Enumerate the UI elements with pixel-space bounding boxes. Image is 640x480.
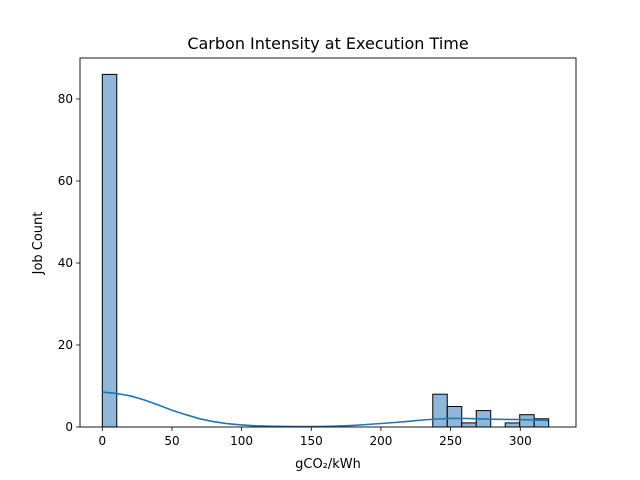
chart-title: Carbon Intensity at Execution Time bbox=[187, 34, 468, 53]
x-tick-label: 250 bbox=[439, 434, 462, 448]
y-tick-label: 80 bbox=[58, 92, 73, 106]
x-tick-label: 300 bbox=[509, 434, 532, 448]
histogram-bar bbox=[101, 73, 118, 428]
kde-curve bbox=[102, 391, 549, 428]
x-tick-label: 150 bbox=[300, 434, 323, 448]
y-tick-label: 60 bbox=[58, 174, 73, 188]
histogram-bar bbox=[432, 393, 448, 428]
y-tick-label: 0 bbox=[65, 420, 73, 434]
y-tick-label: 40 bbox=[58, 256, 73, 270]
plot-frame bbox=[79, 57, 577, 428]
x-tick-label: 50 bbox=[164, 434, 179, 448]
histogram-bar bbox=[504, 422, 521, 428]
x-tick-label: 200 bbox=[369, 434, 392, 448]
y-axis-ticks: 0 20 40 60 80 bbox=[58, 92, 80, 434]
histogram-bar bbox=[446, 406, 463, 428]
x-tick-label: 100 bbox=[230, 434, 253, 448]
x-tick-label: 0 bbox=[98, 434, 106, 448]
y-tick-label: 20 bbox=[58, 338, 73, 352]
histogram-bar bbox=[461, 422, 477, 428]
x-axis-label: gCO₂/kWh bbox=[295, 457, 361, 472]
x-axis-ticks: 0 50 100 150 200 250 300 bbox=[98, 427, 532, 448]
histogram-bar bbox=[519, 414, 535, 428]
y-axis-label: Job Count bbox=[31, 212, 46, 276]
